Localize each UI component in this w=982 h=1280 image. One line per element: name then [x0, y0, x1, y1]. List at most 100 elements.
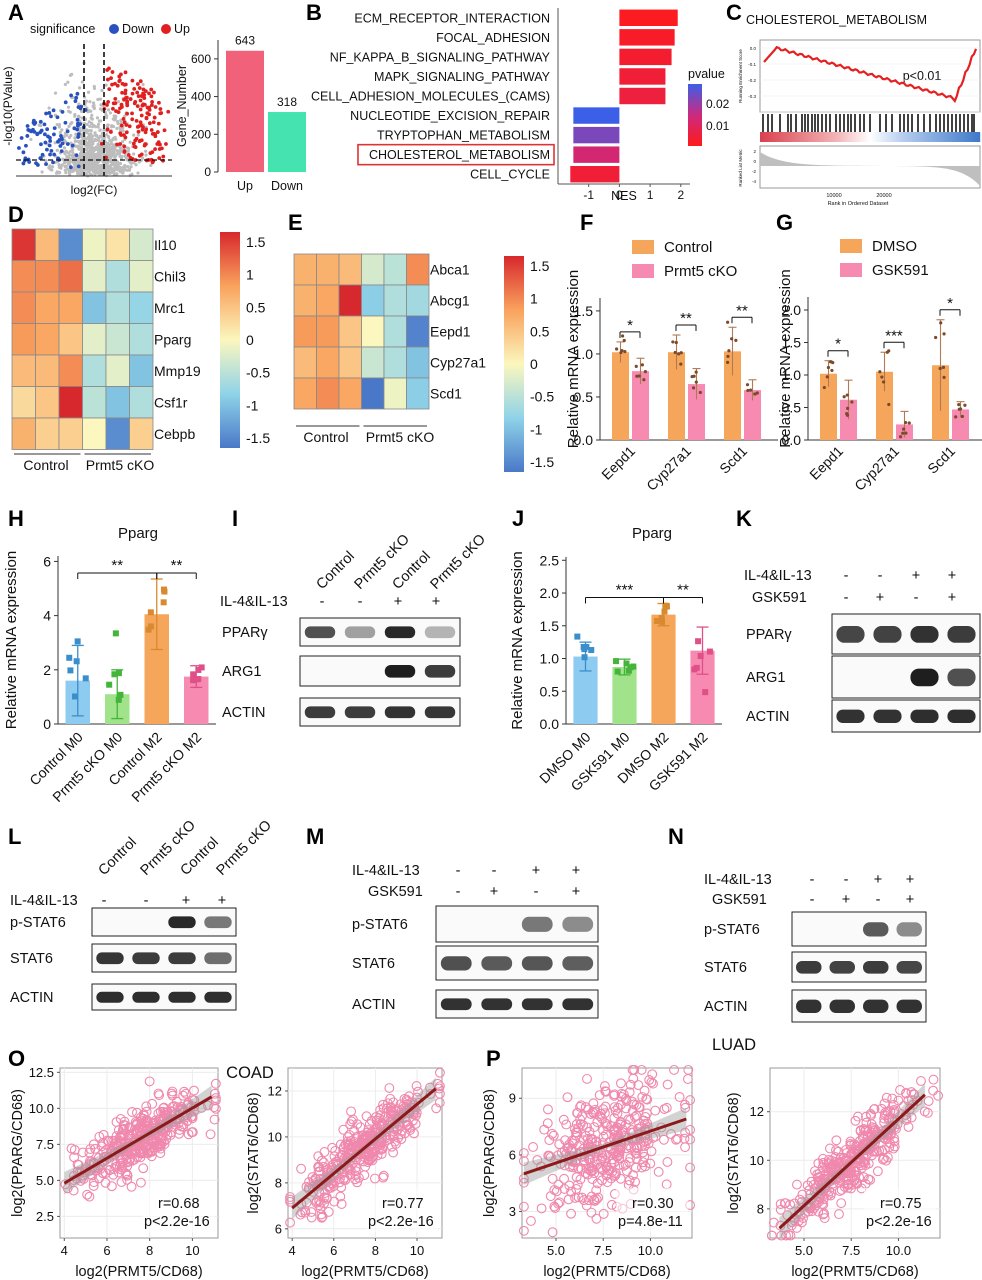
panel-letter-l: L: [8, 824, 21, 849]
data-point: [580, 1102, 591, 1112]
ns-point: [132, 133, 136, 137]
stat6-band: [521, 956, 553, 971]
data-point: [880, 375, 884, 379]
data-point: [836, 1184, 847, 1195]
data-point: [633, 1080, 644, 1090]
ns-point: [93, 164, 97, 168]
data-point: [674, 340, 678, 345]
data-point: [154, 1090, 165, 1101]
treatment-sign: -: [878, 568, 883, 584]
data-point: [615, 347, 619, 351]
panel-letter-f: F: [580, 210, 593, 235]
ns-point: [38, 123, 43, 128]
p-value-annotation: p<0.01: [903, 69, 942, 83]
data-point: [202, 1100, 213, 1111]
heatmap-cell: [361, 284, 385, 317]
rank-color-cell: [768, 132, 770, 142]
data-point: [518, 1156, 529, 1166]
data-point: [301, 1181, 312, 1192]
ns-point: [107, 164, 111, 168]
rank-color-cell: [784, 132, 786, 142]
ns-point: [114, 154, 118, 158]
rank-color-cell: [908, 132, 910, 142]
bar: [612, 667, 637, 724]
rank-color-cell: [835, 132, 837, 142]
data-point: [702, 689, 709, 696]
rank-color-cell: [814, 132, 816, 142]
up-point: [149, 87, 154, 92]
treatment-label: IL-4&IL-13: [704, 872, 772, 888]
data-point: [645, 1158, 656, 1169]
data-point: [941, 365, 946, 369]
rank-color-cell: [884, 132, 886, 142]
data-point: [791, 1179, 802, 1190]
data-point: [934, 335, 938, 340]
ns-point: [77, 114, 81, 118]
rank-color-cell: [950, 132, 952, 142]
data-point: [658, 615, 665, 622]
data-point: [147, 1098, 158, 1109]
nes-chart: -1 0 1 2 ECM_RECEPTOR_INTERACTION FOCAL_ADHES…: [311, 8, 730, 203]
up-point: [132, 86, 137, 91]
rank-color-cell: [907, 132, 909, 142]
rank-color-cell: [798, 132, 800, 142]
data-point: [887, 1093, 898, 1104]
rank-color-cell: [896, 132, 898, 142]
data-point: [376, 1148, 387, 1159]
data-point: [570, 1127, 581, 1138]
ns-point: [66, 105, 71, 109]
lane-label: Control: [96, 834, 140, 878]
colorbar-tick-label: 1: [246, 267, 254, 283]
rank-color-cell: [918, 132, 920, 142]
data-point: [775, 1199, 786, 1210]
colorbar-tick-label: 1.5: [246, 234, 266, 250]
data-point: [90, 1143, 101, 1154]
data-point: [781, 1230, 791, 1241]
up-point: [144, 127, 149, 132]
ns-point: [90, 113, 94, 117]
up-point: [139, 113, 144, 118]
data-point: [147, 623, 154, 630]
ns-point: [118, 161, 123, 166]
bar: [840, 399, 857, 440]
treatment-sign: +: [572, 863, 580, 879]
data-point: [669, 1064, 680, 1075]
data-point: [409, 1108, 419, 1119]
rank-color-cell: [962, 132, 964, 142]
up-point: [137, 86, 142, 90]
treatment-sign: -: [844, 568, 849, 584]
ns-point: [78, 126, 82, 130]
data-point: [82, 675, 89, 682]
gene-label: Scd1: [430, 386, 462, 402]
data-point: [597, 1152, 607, 1163]
data-point: [116, 1158, 126, 1169]
data-point: [618, 1160, 629, 1171]
legend-swatch: [632, 264, 654, 278]
up-point: [133, 99, 138, 104]
data-point: [671, 1134, 681, 1145]
data-point: [823, 1154, 834, 1165]
ns-point: [109, 142, 113, 146]
rank-color-cell: [816, 132, 818, 142]
data-point: [122, 1157, 133, 1168]
up-point: [118, 142, 123, 146]
data-point: [609, 1113, 620, 1123]
ns-point: [112, 136, 116, 140]
rank-color-cell: [815, 132, 817, 142]
data-point: [138, 1163, 149, 1174]
data-point: [434, 1067, 445, 1078]
inhibitor-sign: -: [876, 892, 881, 908]
up-point: [147, 112, 151, 117]
y-tick-label: -2: [752, 169, 756, 174]
data-point: [586, 1109, 596, 1120]
rank-color-cell: [830, 132, 832, 142]
data-point: [542, 1118, 553, 1129]
data-point: [830, 368, 834, 373]
data-point: [624, 1087, 635, 1098]
ns-point: [110, 167, 114, 171]
data-point: [902, 427, 906, 431]
y-tick-label: 5.0: [36, 1173, 54, 1188]
down-point: [40, 152, 45, 157]
ns-point: [126, 149, 130, 153]
